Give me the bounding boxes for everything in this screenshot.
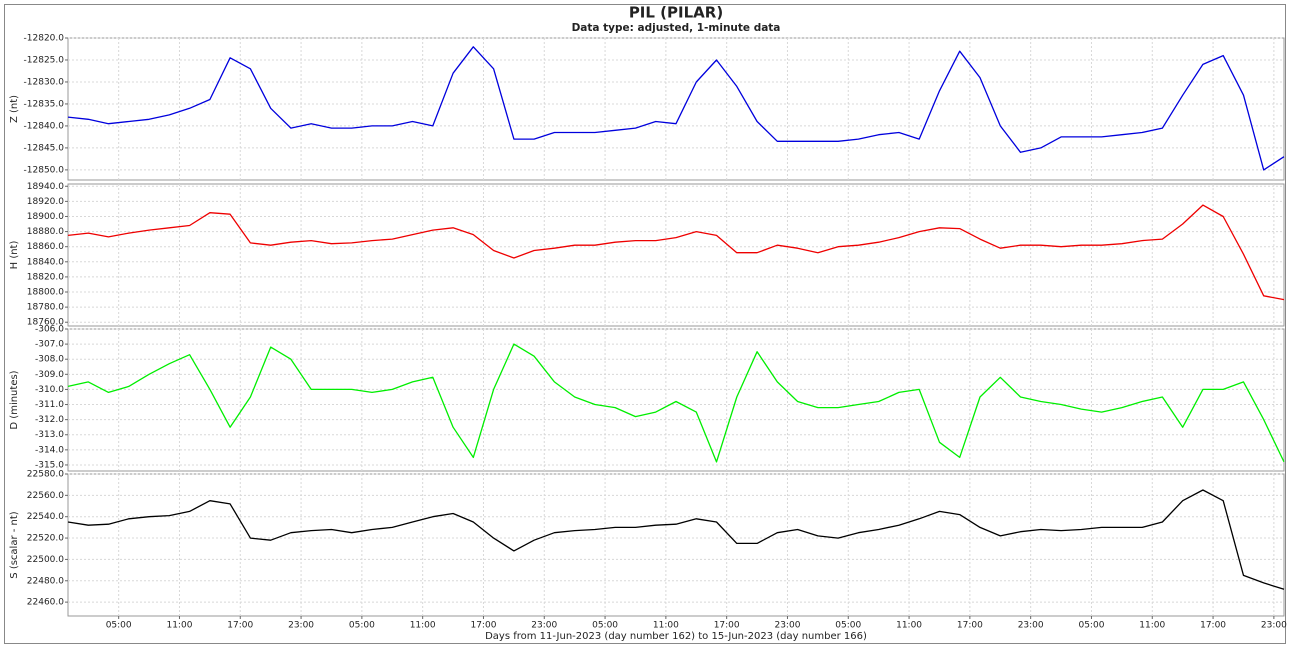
y-tick-label: -12845.0 [24,143,65,153]
x-tick-label: 05:00 [349,621,375,631]
y-tick-label: -315.0 [35,460,64,470]
y-tick-label: 22520.0 [27,534,64,544]
x-axis-label: Days from 11-Jun-2023 (day number 162) t… [485,631,867,642]
x-tick-label: 17:00 [470,621,496,631]
y-tick-label: -312.0 [35,415,64,425]
x-tick-label: 05:00 [835,621,861,631]
y-tick-label: -12825.0 [24,55,65,65]
y-tick-label: -12840.0 [24,121,65,131]
y-tick-label: -310.0 [35,385,64,395]
y-tick-label: 18940.0 [27,182,64,192]
x-tick-label: 17:00 [227,621,253,631]
x-tick-label: 23:00 [288,621,314,631]
x-tick-label: 11:00 [1139,621,1165,631]
y-axis-label: S (scalar - nt) [9,511,20,579]
y-tick-label: 18800.0 [27,288,64,298]
y-tick-label: 22580.0 [27,470,64,480]
y-tick-label: 22560.0 [27,491,64,501]
y-tick-label: 18860.0 [27,242,64,252]
x-tick-label: 05:00 [106,621,132,631]
y-tick-label: -12835.0 [24,99,65,109]
x-tick-label: 17:00 [714,621,740,631]
x-tick-label: 23:00 [774,621,800,631]
y-tick-label: -12830.0 [24,77,65,87]
plot-area [67,473,1285,617]
chart-subtitle: Data type: adjusted, 1-minute data [572,22,781,34]
y-tick-label: 22540.0 [27,512,64,522]
y-axis-label: D (minutes) [9,370,20,429]
y-tick-label: 18780.0 [27,303,64,313]
data-line [67,489,1285,590]
y-tick-label: -307.0 [35,340,64,350]
x-tick-label: 05:00 [592,621,618,631]
x-tick-label: 11:00 [166,621,192,631]
data-line [67,46,1285,171]
x-tick-label: 17:00 [1200,621,1226,631]
chart-title: PIL (PILAR) [629,4,723,22]
x-tick-label: 05:00 [1078,621,1104,631]
x-tick-label: 11:00 [653,621,679,631]
plot-area [67,183,1285,327]
x-tick-label: 11:00 [410,621,436,631]
y-tick-label: -309.0 [35,370,64,380]
y-tick-label: -308.0 [35,355,64,365]
y-tick-label: 22500.0 [27,555,64,565]
data-line [67,204,1285,301]
y-tick-label: 18840.0 [27,257,64,267]
y-tick-label: 18820.0 [27,272,64,282]
plot-area [67,37,1285,181]
data-line [67,343,1285,463]
y-tick-label: -314.0 [35,445,64,455]
x-tick-label: 23:00 [531,621,557,631]
y-tick-label: -311.0 [35,400,64,410]
x-tick-label: 11:00 [896,621,922,631]
y-tick-label: 18880.0 [27,227,64,237]
y-tick-label: -12820.0 [24,34,65,44]
x-tick-label: 23:00 [1261,621,1287,631]
y-tick-label: 22480.0 [27,576,64,586]
x-tick-label: 17:00 [957,621,983,631]
y-axis-label: H (nt) [9,241,20,270]
y-tick-label: -313.0 [35,430,64,440]
x-tick-label: 23:00 [1018,621,1044,631]
y-tick-label: 18760.0 [27,318,64,328]
y-tick-label: 22460.0 [27,598,64,608]
y-tick-label: 18900.0 [27,212,64,222]
y-tick-label: -306.0 [35,325,64,335]
y-axis-label: Z (nt) [9,95,20,123]
y-tick-label: -12850.0 [24,165,65,175]
y-tick-label: 18920.0 [27,197,64,207]
